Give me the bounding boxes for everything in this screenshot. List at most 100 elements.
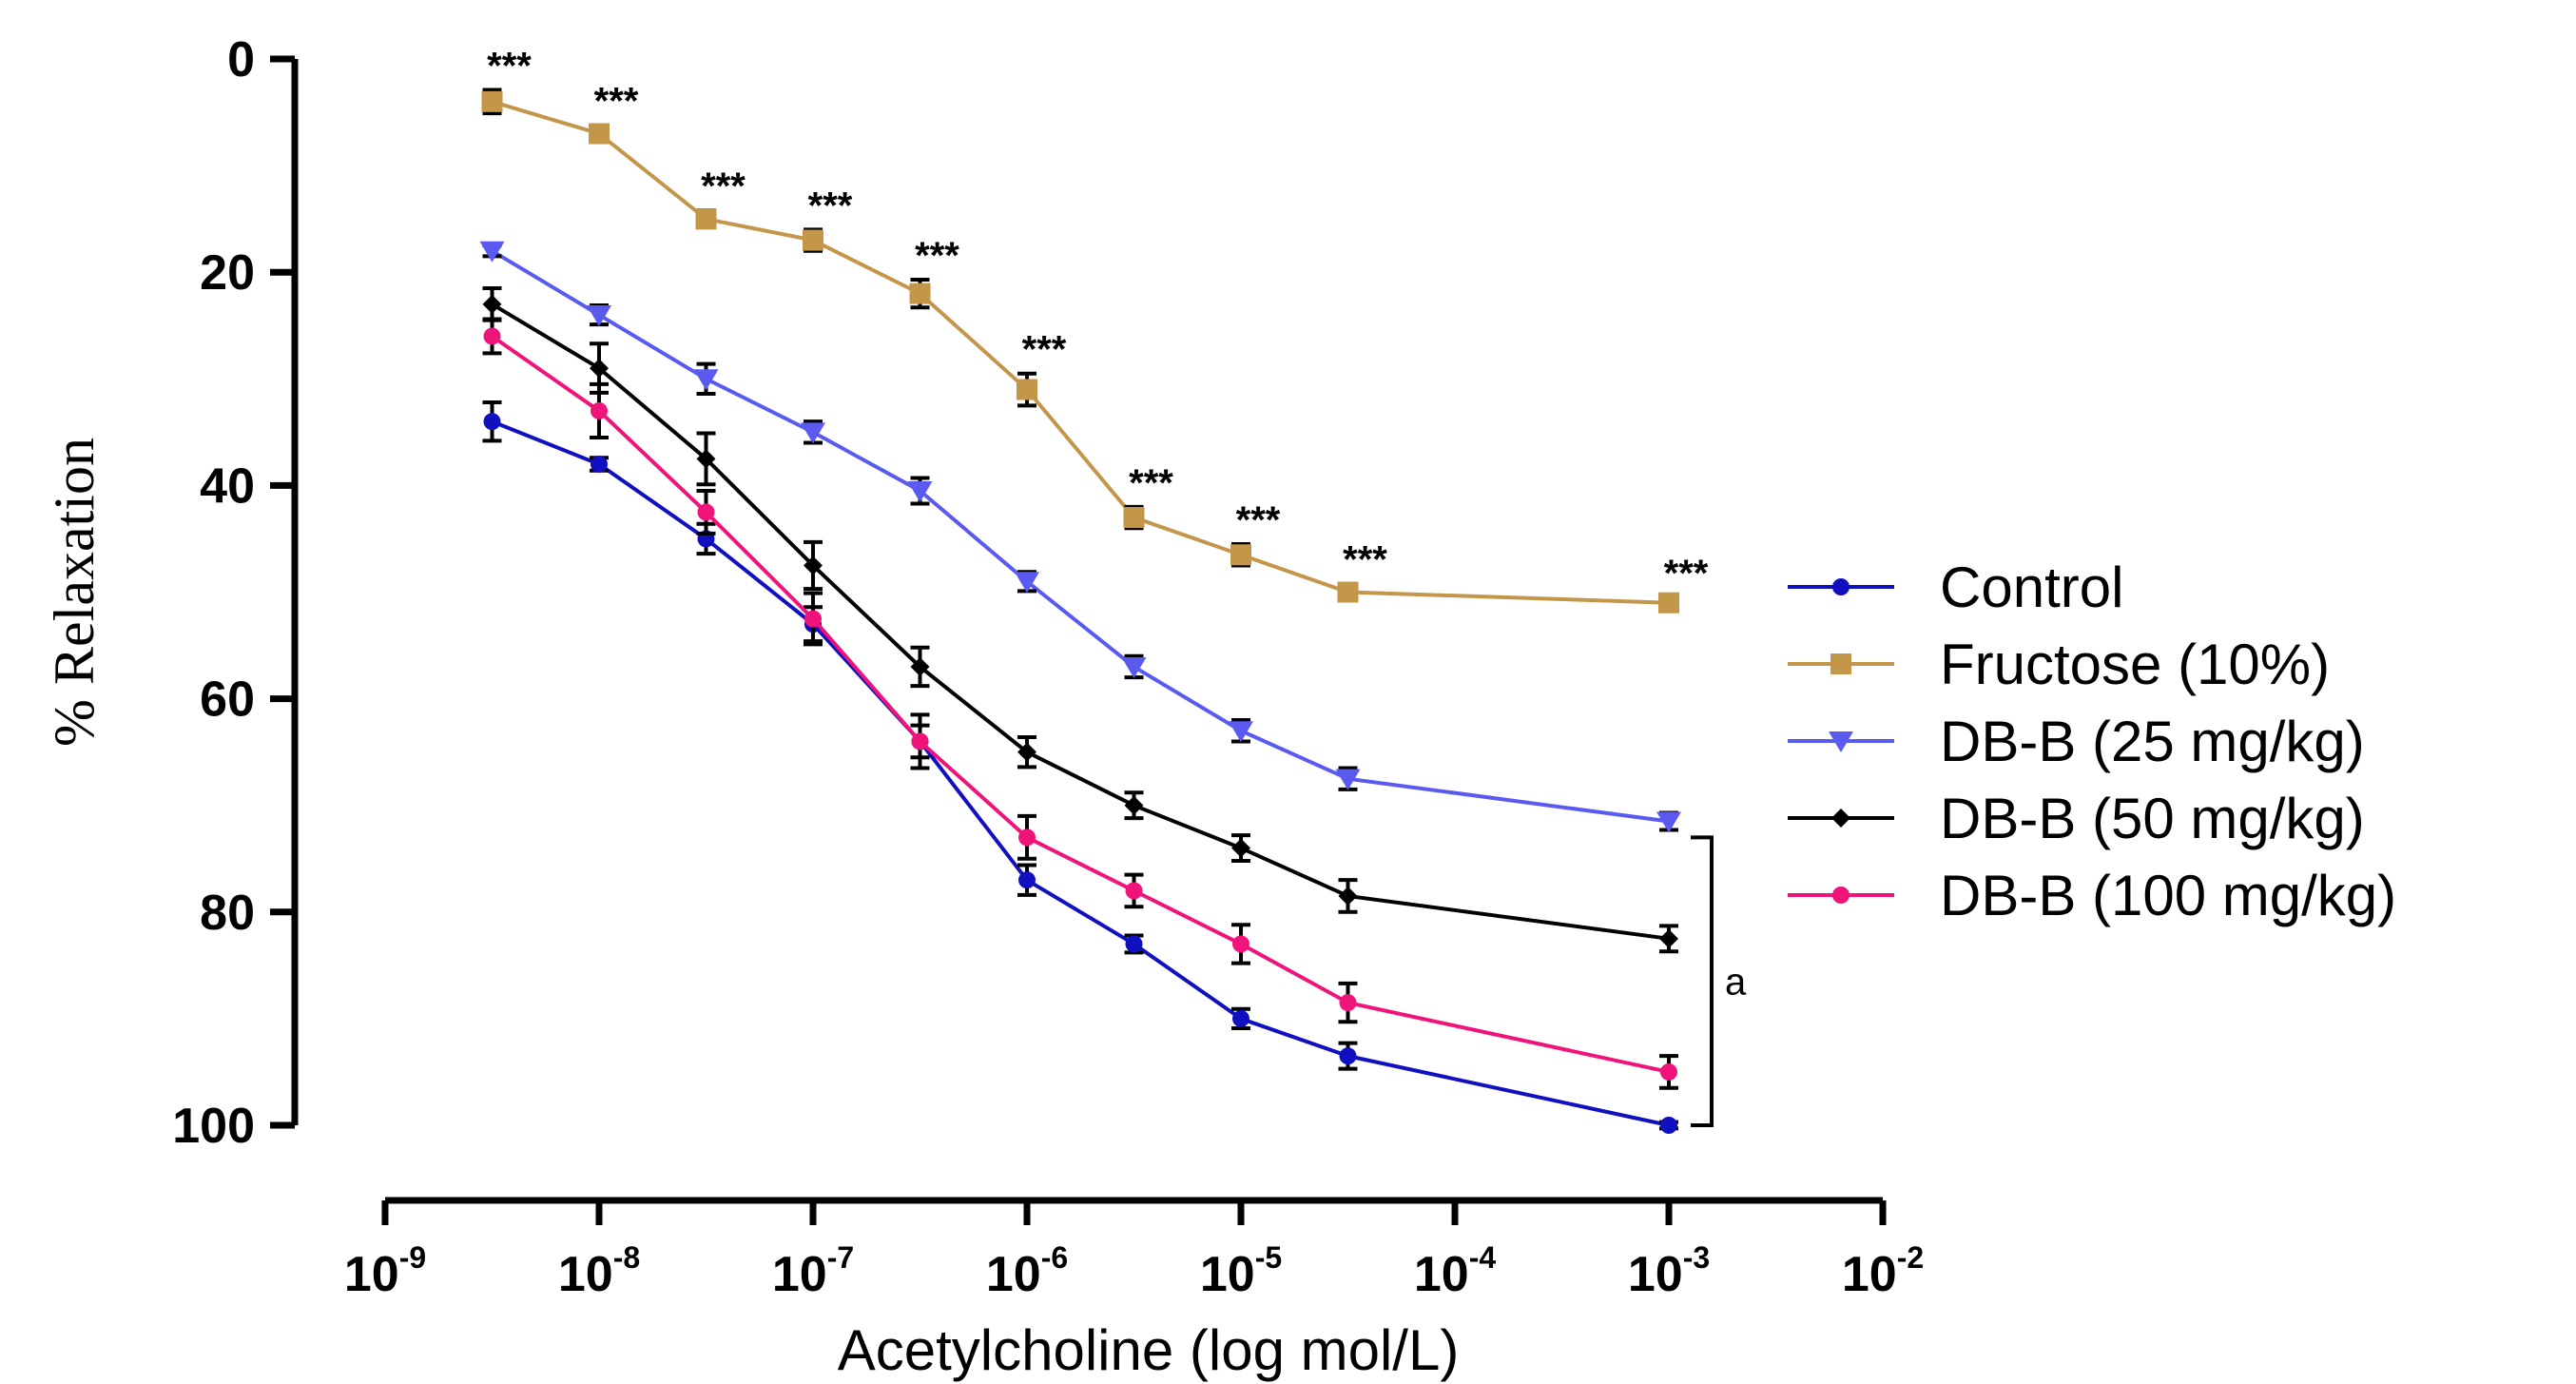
data-point (907, 481, 933, 503)
data-point (695, 208, 717, 230)
y-tick-label: 60 (200, 673, 255, 728)
data-point (589, 123, 610, 145)
y-tick-label: 0 (227, 32, 255, 88)
series-3 (482, 286, 1678, 954)
data-point (1121, 656, 1147, 678)
series-layer (479, 88, 1681, 1134)
data-point (804, 556, 823, 575)
bracket (1691, 835, 1714, 1127)
data-point (1017, 742, 1036, 762)
significance-label: *** (1664, 553, 1709, 595)
legend-item-0: Control (1788, 556, 2123, 619)
data-point (693, 369, 719, 391)
significance-label: *** (915, 235, 959, 277)
series-line (491, 419, 1670, 1127)
data-point (1230, 544, 1251, 566)
data-point (483, 327, 501, 345)
x-tick-label: 10-7 (772, 1240, 854, 1302)
data-point (1018, 828, 1036, 847)
annotation-layer: *** *** *** *** *** *** *** *** *** *** a (487, 46, 1747, 1127)
significance-label: *** (594, 81, 639, 123)
data-point (1659, 928, 1678, 948)
series-line (491, 334, 1670, 1074)
x-tick-label: 10-2 (1842, 1240, 1924, 1302)
data-point (801, 422, 825, 444)
data-point (1231, 838, 1250, 858)
y-tick-label: 100 (172, 1099, 255, 1154)
legend-label: DB-B (100 mg/kg) (1940, 864, 2396, 927)
data-point (1124, 795, 1144, 815)
series-1 (481, 88, 1679, 614)
significance-label: *** (1022, 329, 1067, 371)
legend-marker (1830, 653, 1851, 674)
data-point (911, 732, 929, 750)
y-tick-label: 20 (200, 245, 255, 301)
significance-label: *** (487, 46, 532, 88)
data-point (591, 455, 608, 473)
legend-label: DB-B (25 mg/kg) (1940, 710, 2365, 773)
series-line (491, 302, 1670, 941)
data-point (804, 610, 822, 628)
bracket-label: a (1725, 962, 1747, 1004)
data-point (1339, 1047, 1357, 1065)
legend-marker (1832, 887, 1850, 904)
data-point (1660, 1117, 1677, 1134)
x-tick-label: 10-5 (1200, 1240, 1282, 1302)
data-point (1338, 886, 1358, 906)
data-point (1125, 935, 1143, 953)
legend-item-2: DB-B (25 mg/kg) (1788, 710, 2365, 773)
data-point (481, 90, 503, 112)
data-point (1337, 581, 1359, 603)
legend-marker (1831, 809, 1850, 828)
significance-label: *** (1129, 462, 1173, 504)
data-point (1125, 882, 1143, 900)
data-point (1229, 721, 1253, 743)
data-point (1658, 592, 1679, 614)
series-0 (482, 400, 1678, 1134)
data-point (1017, 379, 1037, 400)
y-tick-label: 40 (200, 458, 255, 514)
data-point (587, 305, 611, 327)
legend-item-4: DB-B (100 mg/kg) (1788, 864, 2396, 927)
y-tick-label: 80 (200, 886, 255, 941)
data-point (697, 503, 715, 521)
data-point (803, 229, 823, 251)
legend: Control Fructose (10%) DB-B (25 mg/kg) DB-B… (1788, 556, 2396, 927)
significance-label: *** (808, 185, 853, 226)
data-point (1656, 811, 1681, 833)
significance-label: *** (1236, 499, 1281, 541)
legend-label: Control (1940, 556, 2123, 619)
data-point (1232, 1009, 1249, 1027)
x-axis-title: Acetylcholine (log mol/L) (838, 1318, 1460, 1382)
series-line (491, 99, 1670, 605)
significance-label: *** (1343, 539, 1387, 581)
x-tick-label: 10-3 (1628, 1240, 1710, 1302)
data-point (1335, 769, 1361, 790)
series-4 (482, 317, 1678, 1090)
data-point (483, 413, 501, 431)
legend-item-1: Fructose (10%) (1788, 633, 2330, 696)
series-2 (479, 241, 1681, 833)
axes: 0 20 40 60 80 100 % Relaxation 10-9 10-8 10-7 10-6… (43, 32, 1924, 1382)
data-point (1660, 1062, 1677, 1081)
data-point (1232, 935, 1249, 953)
significance-label: *** (701, 166, 746, 207)
data-point (479, 241, 505, 263)
y-axis-title: % Relaxation (43, 438, 106, 747)
data-point (1339, 994, 1357, 1012)
x-tick-label: 10-4 (1414, 1240, 1497, 1302)
data-point (910, 656, 930, 676)
legend-label: Fructose (10%) (1940, 633, 2330, 696)
data-point (1015, 572, 1039, 594)
legend-item-3: DB-B (50 mg/kg) (1788, 787, 2365, 850)
data-point (591, 401, 608, 419)
data-point (909, 283, 931, 304)
data-point (1018, 871, 1036, 889)
data-point (482, 294, 502, 314)
x-tick-label: 10-6 (986, 1240, 1068, 1302)
legend-label: DB-B (50 mg/kg) (1940, 787, 2365, 850)
data-point (696, 449, 716, 469)
series-line (491, 249, 1670, 824)
legend-marker (1832, 578, 1850, 595)
